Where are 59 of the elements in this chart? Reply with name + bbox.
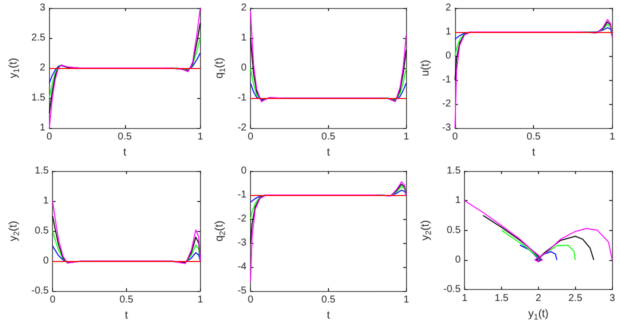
x-axis-title: t	[532, 146, 536, 158]
x-tick-label: 1	[403, 132, 410, 143]
y-tick-label: 0	[43, 256, 50, 267]
x-tick-label: 0	[248, 132, 254, 143]
x-tick-label: 1	[197, 132, 204, 143]
x-tick-label: 0.5	[118, 132, 132, 143]
y-tick-label: 1.5	[31, 92, 46, 104]
y-tick-label: 0	[240, 62, 247, 74]
x-tick-label: 3	[609, 293, 616, 304]
x-tick-label: 0.5	[321, 294, 336, 306]
y-tick-label: -0.5	[31, 286, 50, 297]
x-axis-title: t	[326, 146, 330, 158]
y-tick-label: 1	[43, 196, 50, 207]
y-tick-label: -1	[238, 92, 247, 104]
x-tick-label: 1.5	[494, 293, 509, 304]
y-tick-label: 1.5	[446, 166, 462, 176]
y-tick-label: -5	[238, 286, 247, 297]
y-tick-label: -3	[238, 238, 247, 249]
x-axis-title: t	[124, 310, 128, 322]
y-tick-label: -2	[238, 214, 247, 225]
y-tick-label: 1	[40, 122, 46, 134]
y-tick-label: 0	[445, 50, 452, 62]
y-tick-label: 1	[455, 195, 462, 206]
x-tick-label: 1	[609, 132, 616, 143]
y-tick-label: 2	[445, 2, 452, 14]
x-axis-title: t	[326, 310, 330, 322]
x-tick-label: 0.5	[119, 294, 134, 306]
y-axis-title: y2(t)	[8, 220, 21, 242]
y-tick-label: -0.5	[443, 284, 462, 296]
y-axis-title: u(t)	[420, 60, 432, 76]
y-axis-title: y1(t)	[8, 58, 21, 78]
x-axis-title: t	[123, 146, 126, 158]
y-tick-label: -1	[238, 190, 247, 201]
y-tick-label: 1	[240, 32, 247, 44]
y-tick-label: -4	[238, 262, 247, 273]
y-axis-title: q1(t)	[214, 58, 227, 79]
y-tick-label: -2	[442, 98, 452, 110]
y-axis-title: q2(t)	[214, 220, 227, 242]
y-tick-label: -3	[442, 122, 452, 134]
y-tick-label: 2	[40, 62, 46, 74]
x-tick-label: 0.5	[526, 132, 541, 143]
y-tick-label: 3	[40, 2, 46, 14]
y-tick-label: -1	[442, 74, 452, 86]
x-tick-label: 0.5	[321, 132, 336, 143]
y-tick-label: 0	[240, 166, 247, 176]
y-tick-label: 2	[240, 2, 247, 14]
x-tick-label: 2	[536, 293, 542, 304]
x-tick-label: 2.5	[568, 293, 583, 304]
y-tick-label: -2	[238, 122, 247, 134]
y-tick-label: 1.5	[34, 166, 50, 176]
x-tick-label: 0	[248, 294, 254, 306]
y-tick-label: 0.5	[34, 226, 50, 237]
y-tick-label: 2.5	[31, 32, 46, 44]
x-tick-label: 1	[403, 294, 410, 306]
x-tick-label: 1	[197, 294, 204, 306]
y-axis-title: y2(t)	[420, 220, 433, 240]
y-tick-label: 0.5	[446, 224, 462, 236]
y-tick-label: 1	[445, 26, 452, 38]
y-tick-label: 0	[455, 254, 462, 266]
